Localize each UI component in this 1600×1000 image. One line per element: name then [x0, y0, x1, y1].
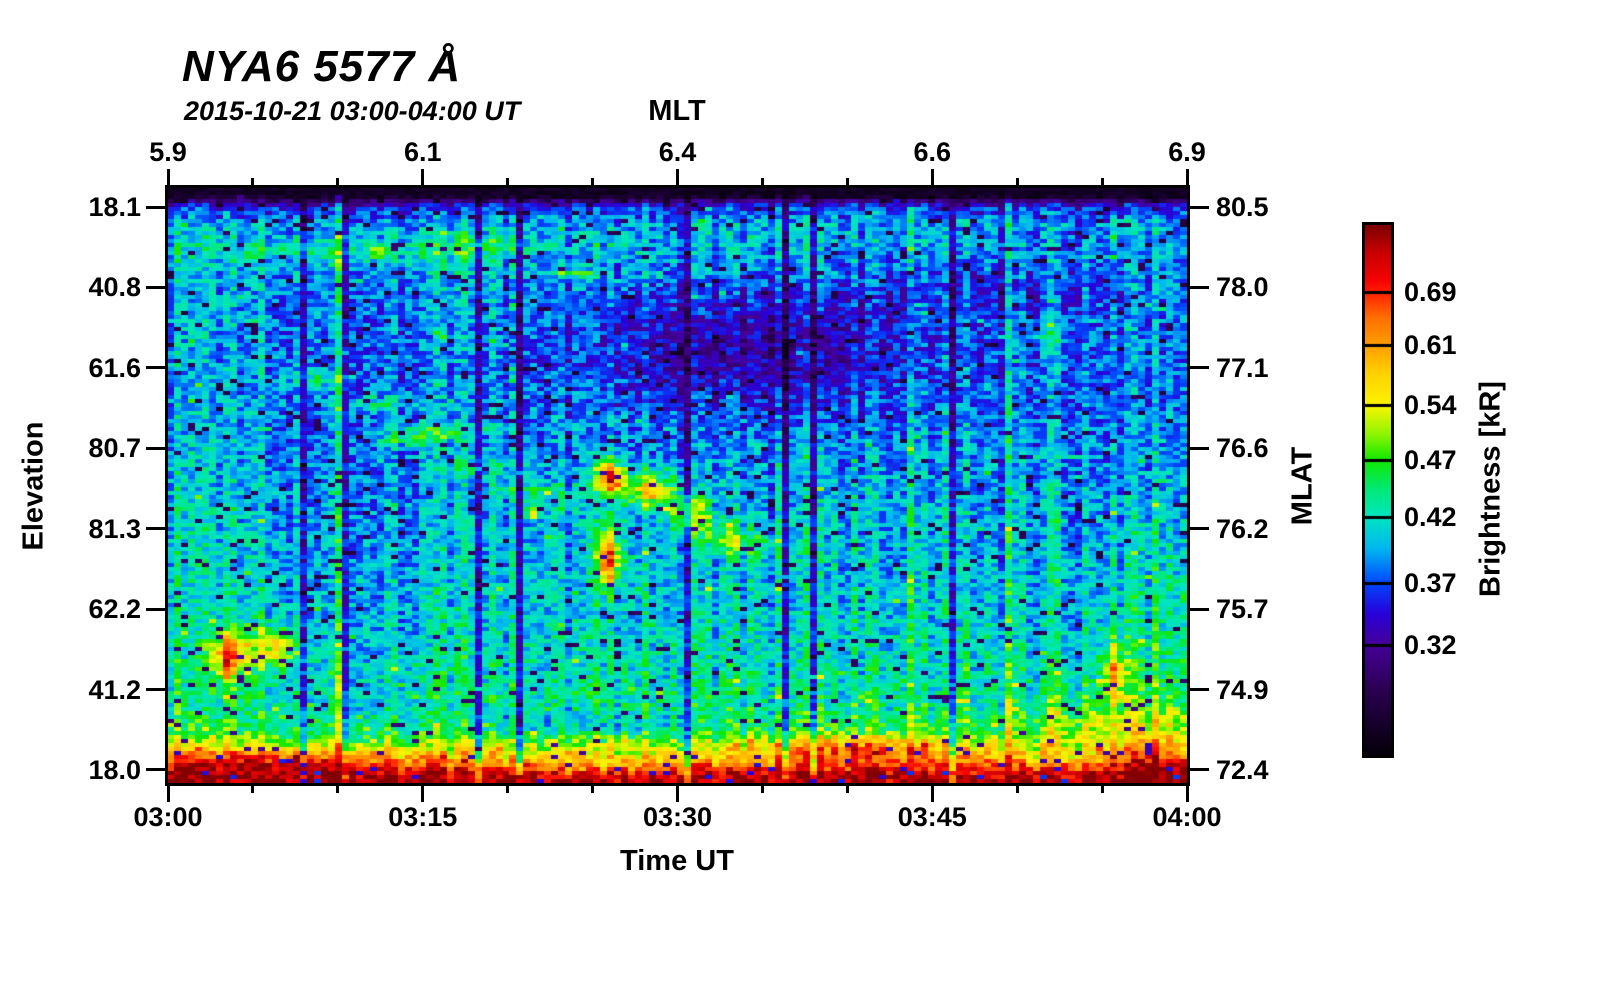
colorbar-tick-label: 0.54	[1404, 390, 1457, 421]
left-axis-tick-label: 81.3	[88, 513, 141, 544]
colorbar-tick-label: 0.69	[1404, 276, 1457, 307]
top-axis-tick-label: 5.9	[149, 137, 187, 167]
bottom-axis-tick-label: 03:15	[388, 802, 458, 832]
bottom-axis-tick-label: 03:45	[897, 802, 967, 832]
bottom-axis-major-tick	[166, 783, 170, 802]
keogram-heatmap	[168, 188, 1187, 783]
bottom-axis-major-tick	[1185, 783, 1189, 802]
right-axis-tick-label: 77.1	[1216, 352, 1269, 383]
top-axis-tick-label: 6.9	[1168, 137, 1206, 167]
top-axis-minor-tick	[506, 178, 510, 188]
top-axis-major-tick	[930, 169, 934, 188]
left-axis-major-tick	[146, 607, 168, 611]
figure-subtitle: 2015-10-21 03:00-04:00 UT	[184, 96, 521, 126]
right-axis-major-tick	[1187, 366, 1209, 370]
left-axis-major-tick	[146, 285, 168, 289]
bottom-axis-major-tick	[930, 783, 934, 802]
top-axis-minor-tick	[1015, 178, 1019, 188]
left-axis-major-tick	[146, 688, 168, 691]
right-axis-major-tick	[1187, 768, 1209, 772]
left-axis-tick-label: 80.7	[88, 433, 141, 464]
left-axis-major-tick	[146, 527, 168, 531]
top-axis-major-tick	[166, 169, 170, 188]
colorbar-tick-label: 0.37	[1404, 567, 1457, 598]
bottom-axis-tick-label: 03:00	[133, 802, 203, 832]
right-axis-major-tick	[1187, 607, 1209, 611]
colorbar-tick-label: 0.42	[1404, 502, 1457, 533]
right-axis-major-tick	[1187, 446, 1209, 450]
colorbar-gradient	[1365, 225, 1391, 755]
right-axis-tick-label: 80.5	[1216, 192, 1269, 223]
right-axis-tick-label: 74.9	[1216, 674, 1269, 705]
left-axis-major-tick	[146, 768, 168, 772]
bottom-axis-minor-tick	[1015, 783, 1019, 793]
top-axis-minor-tick	[1100, 178, 1104, 188]
left-axis-tick-label: 40.8	[88, 272, 141, 303]
left-axis-major-tick	[146, 366, 168, 370]
bottom-axis-minor-tick	[506, 783, 510, 793]
bottom-axis-major-tick	[421, 783, 425, 802]
top-axis-tick-label: 6.1	[403, 137, 442, 167]
right-axis-tick-label: 72.4	[1216, 754, 1269, 785]
left-axis-tick-label: 41.2	[88, 674, 141, 705]
top-axis-minor-tick	[591, 178, 595, 188]
right-axis-major-tick	[1187, 527, 1209, 531]
right-axis-tick-label: 76.2	[1216, 513, 1269, 544]
top-axis-major-tick	[421, 169, 425, 188]
right-axis-major-tick	[1187, 285, 1209, 289]
top-axis-minor-tick	[760, 178, 764, 188]
top-axis-tick-label: 6.6	[913, 137, 952, 167]
top-axis-minor-tick	[251, 178, 255, 188]
right-axis-tick-label: 78.0	[1216, 272, 1269, 303]
left-axis-tick-label: 18.1	[88, 192, 141, 223]
left-axis-tick-label: 62.2	[88, 594, 141, 625]
top-axis-title: MLT	[648, 95, 706, 127]
right-axis-major-tick	[1187, 688, 1209, 691]
top-axis-tick-label: 6.4	[658, 137, 697, 167]
top-axis-minor-tick	[845, 178, 849, 188]
right-axis-major-tick	[1187, 205, 1209, 209]
right-axis-tick-label: 75.7	[1216, 594, 1269, 625]
left-axis-major-tick	[146, 446, 168, 450]
right-axis-tick-label: 76.6	[1216, 433, 1269, 464]
top-axis-major-tick	[1185, 169, 1189, 188]
left-axis-major-tick	[146, 205, 168, 209]
colorbar-tick-label: 0.47	[1404, 444, 1457, 475]
bottom-axis-minor-tick	[845, 783, 849, 793]
left-axis-tick-label: 61.6	[88, 352, 141, 383]
bottom-axis-tick-label: 04:00	[1152, 802, 1222, 832]
top-axis-major-tick	[676, 169, 679, 188]
bottom-axis-title: Time UT	[620, 845, 734, 877]
bottom-axis-minor-tick	[591, 783, 595, 793]
colorbar-tick-label: 0.32	[1404, 629, 1457, 660]
bottom-axis-major-tick	[676, 783, 679, 802]
bottom-axis-minor-tick	[1100, 783, 1104, 793]
colorbar-tick-label: 0.61	[1404, 329, 1457, 360]
bottom-axis-minor-tick	[251, 783, 255, 793]
figure-title: NYA6 5577 Å	[182, 42, 462, 91]
bottom-axis-minor-tick	[760, 783, 764, 793]
top-axis-minor-tick	[336, 178, 340, 188]
left-axis-tick-label: 18.0	[88, 754, 141, 785]
bottom-axis-tick-label: 03:30	[642, 802, 713, 832]
bottom-axis-minor-tick	[336, 783, 340, 793]
